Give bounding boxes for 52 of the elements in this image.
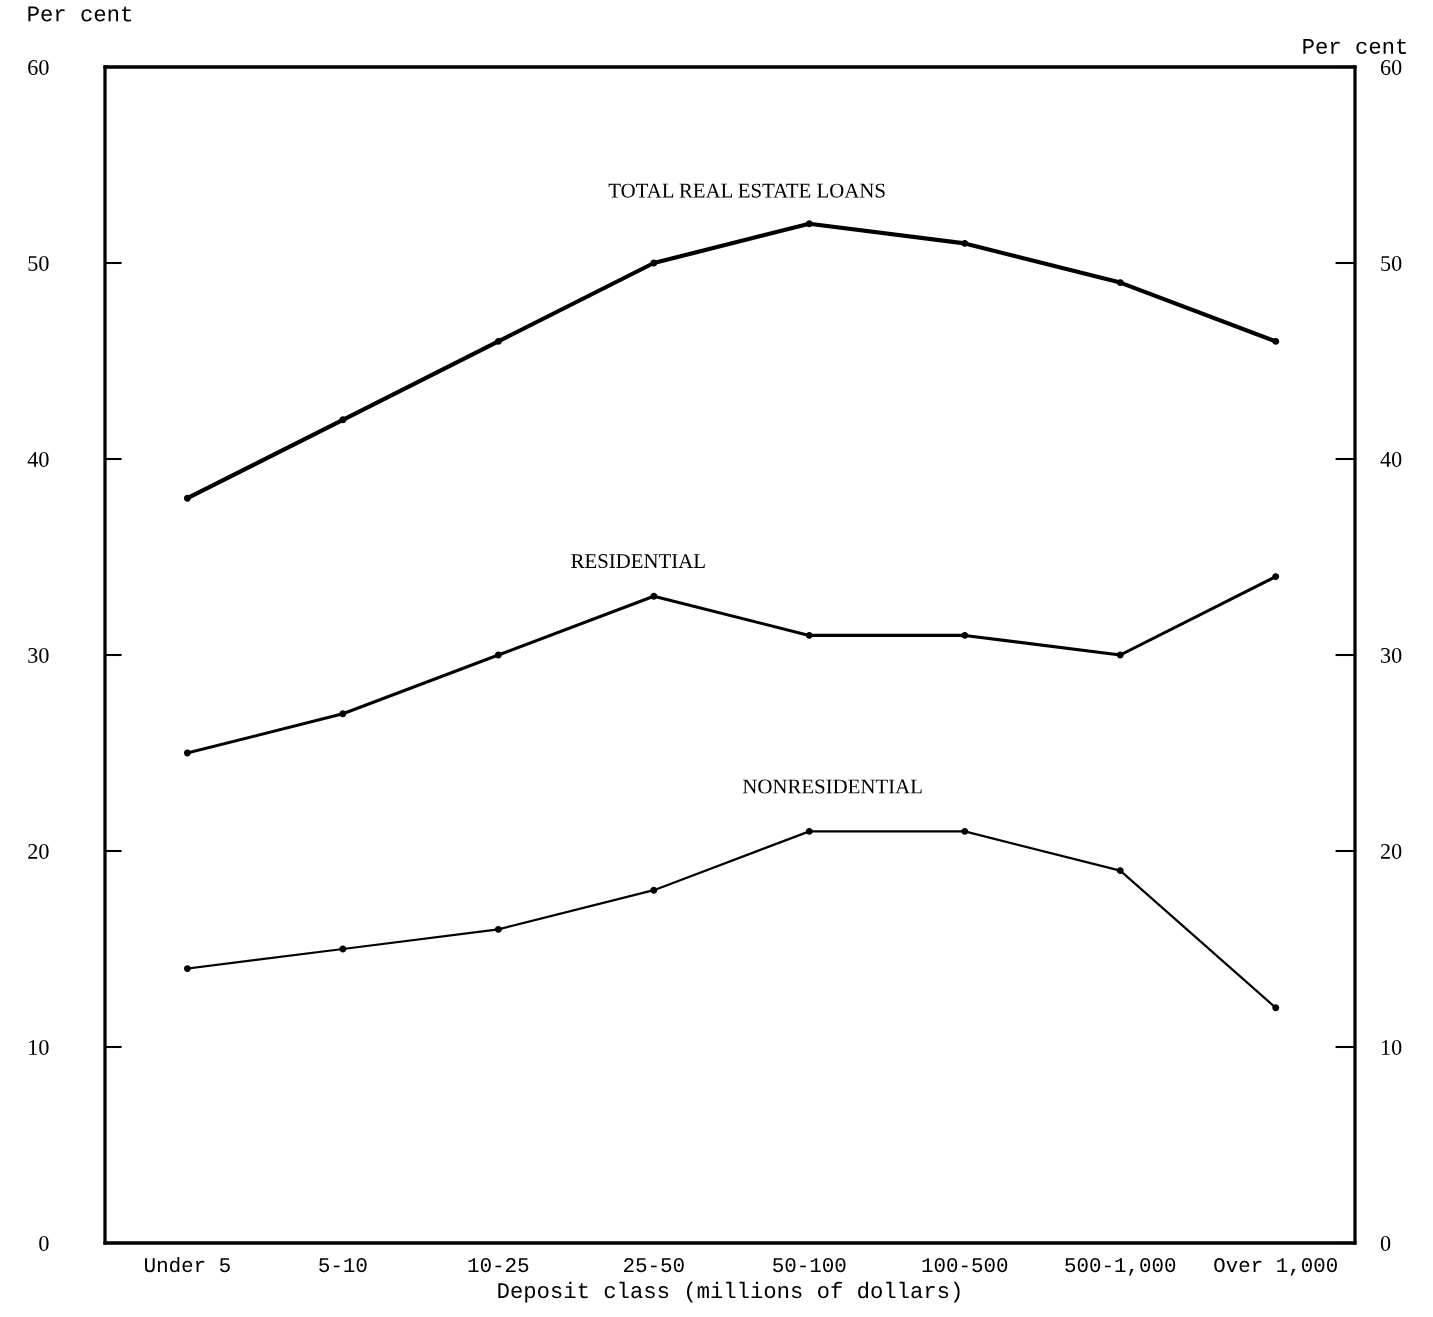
point: [1272, 337, 1280, 345]
y-tick-label: 10: [29, 1039, 49, 1055]
y2-tick-label: 10: [1381, 1039, 1402, 1055]
x-tick-label: 100-500: [922, 1258, 1008, 1273]
y-tick-label: 20: [28, 843, 49, 859]
point: [805, 220, 813, 228]
point: [183, 749, 191, 757]
y-tick-label: 50: [28, 255, 49, 271]
y-tick-label: 60: [28, 59, 49, 75]
point: [339, 945, 347, 953]
point: [961, 631, 969, 639]
point: [1272, 1004, 1280, 1012]
x-tick-label: Over 1,000: [1214, 1258, 1337, 1276]
point: [494, 925, 502, 933]
y2-tick-label: 20: [1380, 843, 1402, 859]
y-tick-label: 0: [39, 1235, 49, 1251]
point: [805, 631, 813, 639]
point: [1116, 867, 1124, 875]
y2-tick-label: 50: [1381, 255, 1402, 271]
point: [650, 592, 658, 600]
point: [961, 239, 969, 247]
point: [650, 259, 658, 267]
x-axis-title: Deposit class (millions of dollars): [498, 1281, 960, 1303]
series-label: TOTAL REAL ESTATE LOANS: [608, 183, 885, 198]
x-tick-label: 25-50: [624, 1258, 684, 1273]
y2-tick-label: 0: [1380, 1235, 1391, 1251]
point: [183, 494, 191, 502]
x-tick-label: Under 5: [145, 1256, 230, 1273]
point: [494, 651, 502, 659]
point: [1272, 573, 1280, 581]
y-axis-title: Per cent: [28, 6, 132, 22]
point: [1116, 651, 1124, 659]
point: [183, 965, 191, 973]
y-tick-label: 40: [27, 451, 49, 467]
y-tick-label: 30: [28, 647, 49, 663]
x-tick-label: 5-10: [319, 1258, 367, 1273]
x-tick-label: 10-25: [468, 1258, 529, 1273]
x-tick-label: 50-100: [773, 1258, 846, 1273]
y2-axis-title: Per cent: [1303, 38, 1407, 54]
point: [339, 416, 347, 424]
point: [961, 827, 969, 835]
point: [494, 337, 502, 345]
y2-tick-label: 30: [1381, 647, 1402, 663]
point: [805, 827, 813, 835]
y2-tick-label: 40: [1380, 451, 1402, 467]
x-tick-label: 500-1,000: [1065, 1258, 1176, 1276]
point: [650, 886, 658, 894]
series-label: RESIDENTIAL: [571, 554, 705, 569]
point: [1116, 279, 1124, 287]
y2-tick-label: 60: [1380, 59, 1402, 75]
series-label: NONRESIDENTIAL: [742, 779, 922, 794]
point: [339, 710, 347, 718]
